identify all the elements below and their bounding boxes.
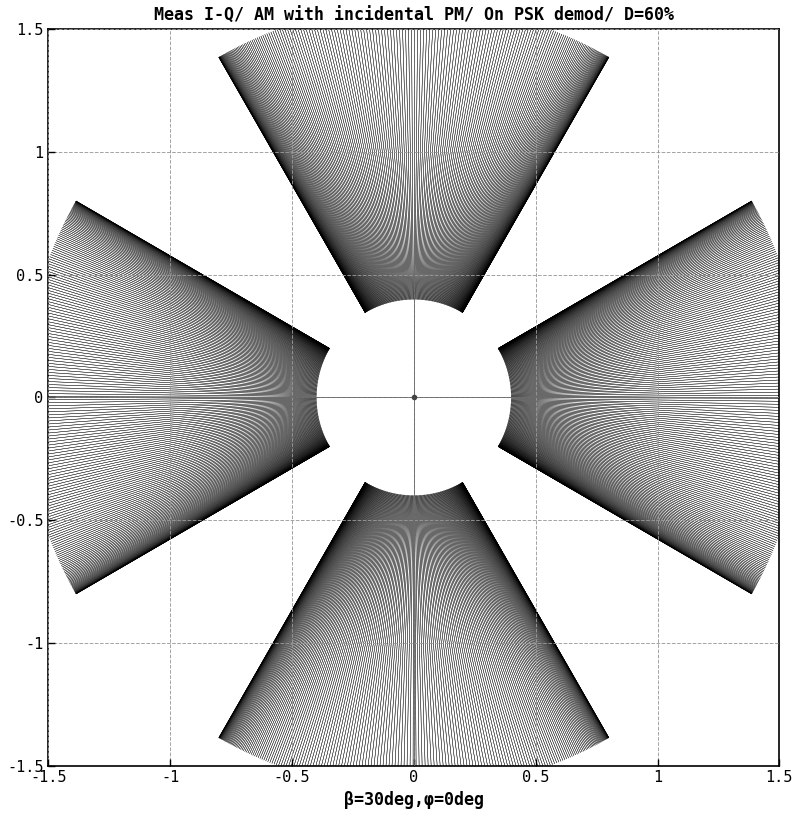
- X-axis label: β=30deg,φ=0deg: β=30deg,φ=0deg: [344, 791, 484, 809]
- Title: Meas I-Q/ AM with incidental PM/ On PSK demod/ D=60%: Meas I-Q/ AM with incidental PM/ On PSK …: [154, 7, 674, 25]
